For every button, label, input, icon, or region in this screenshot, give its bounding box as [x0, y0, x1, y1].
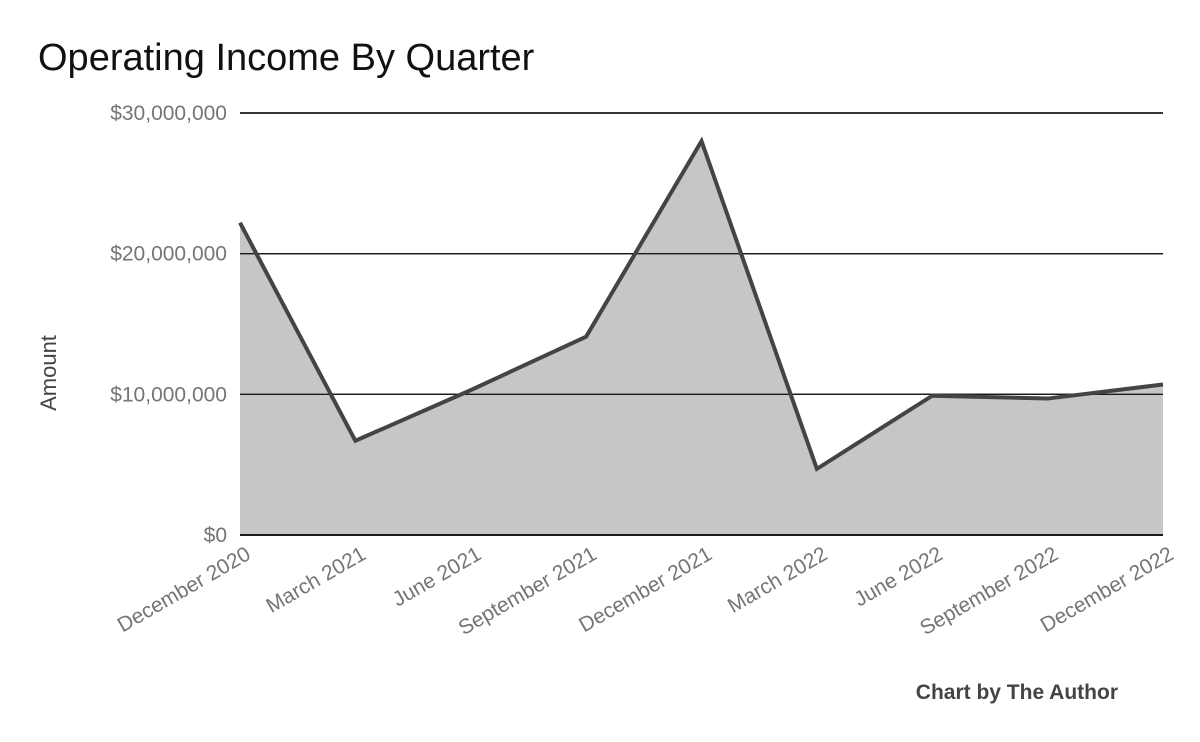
x-axis-ticks: December 2020 March 2021 June 2021Septembe…	[114, 542, 1178, 640]
x-tick-label-1: March 2021	[262, 542, 370, 617]
area-series	[238, 112, 1164, 535]
y-axis-label: Amount	[36, 335, 61, 411]
chart-title: Operating Income By Quarter	[38, 37, 535, 79]
x-tick-label-0: December 2020	[114, 542, 255, 637]
x-tick-label-2: June 2021	[389, 542, 485, 611]
y-tick-label-1: $10,000,000	[110, 383, 227, 406]
y-tick-label-0: $0	[204, 524, 227, 547]
y-tick-label-2: $20,000,000	[110, 243, 227, 266]
y-tick-label-3: $30,000,000	[110, 102, 227, 125]
chart-credit: Chart by The Author	[916, 681, 1118, 704]
x-tick-label-6: June 2022	[850, 542, 946, 611]
series-line	[238, 136, 1164, 472]
area-fill	[240, 141, 1163, 535]
y-axis-ticks: $0 $10,000,000 $20,000,000 $30,000,000	[110, 102, 227, 547]
x-tick-label-5: March 2022	[724, 542, 832, 617]
